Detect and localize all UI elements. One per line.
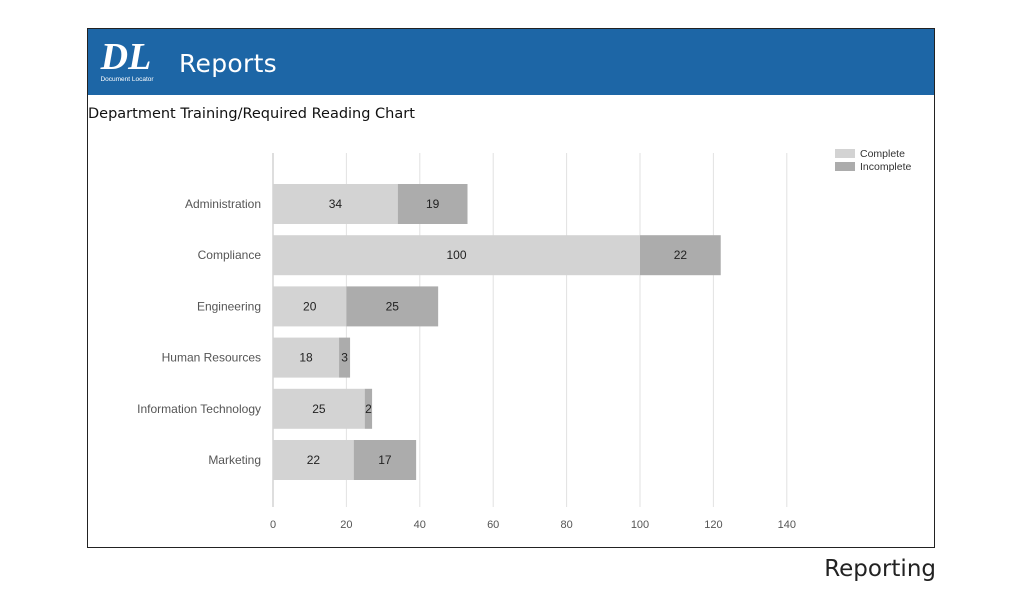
data-label: 2: [365, 402, 372, 416]
category-label: Marketing: [208, 453, 261, 467]
bar-complete: [273, 184, 398, 224]
data-label: 100: [446, 248, 466, 262]
chart-title: Department Training/Required Reading Cha…: [88, 106, 415, 122]
bar-incomplete: [339, 337, 351, 378]
x-tick-label: 60: [487, 519, 499, 531]
logo-mark: DL: [100, 36, 152, 78]
category-label: Human Resources: [162, 351, 261, 365]
data-label: 22: [307, 453, 321, 467]
x-tick-label: 100: [631, 519, 649, 531]
legend-swatch: [835, 149, 855, 158]
bar-incomplete: [346, 286, 439, 327]
bar-incomplete: [364, 388, 373, 429]
logo-subtext: Document Locator: [100, 76, 154, 83]
category-label: Administration: [185, 197, 261, 211]
data-label: 25: [386, 299, 400, 313]
x-tick-label: 140: [778, 519, 796, 531]
x-tick-label: 80: [560, 519, 572, 531]
slide-caption: Reporting: [824, 556, 936, 582]
document-locator-logo: DL Document Locator: [100, 36, 155, 83]
data-label: 17: [378, 453, 392, 467]
data-label: 18: [299, 351, 313, 365]
bar-incomplete: [640, 235, 721, 276]
legend-swatch: [835, 162, 855, 171]
data-label: 19: [426, 197, 440, 211]
data-label: 25: [312, 402, 326, 416]
report-frame: DL Document Locator Reports Department T…: [87, 28, 935, 548]
bar-complete: [273, 388, 365, 429]
bar-incomplete: [353, 440, 417, 480]
legend-label: Complete: [860, 148, 905, 160]
legend-label: Incomplete: [860, 161, 912, 173]
bar-complete: [273, 286, 347, 327]
data-label: 3: [341, 351, 348, 365]
bar-complete: [273, 337, 340, 378]
bar-incomplete: [397, 184, 468, 224]
bar-complete: [273, 235, 640, 276]
category-label: Engineering: [197, 299, 261, 313]
bar-complete: [273, 440, 354, 480]
category-label: Information Technology: [137, 402, 261, 416]
category-label: Compliance: [198, 248, 262, 262]
data-label: 22: [674, 248, 688, 262]
x-tick-label: 0: [270, 519, 276, 531]
data-label: 20: [303, 299, 317, 313]
x-tick-label: 120: [704, 519, 722, 531]
report-header: DL Document Locator Reports: [88, 29, 934, 95]
data-label: 34: [329, 197, 343, 211]
header-title: Reports: [179, 49, 277, 78]
stacked-bar-chart: 0 20 40 60 80 100 120 140 Administration 34 19 Comp…: [137, 148, 912, 531]
x-tick-label: 20: [340, 519, 352, 531]
x-tick-label: 40: [414, 519, 426, 531]
